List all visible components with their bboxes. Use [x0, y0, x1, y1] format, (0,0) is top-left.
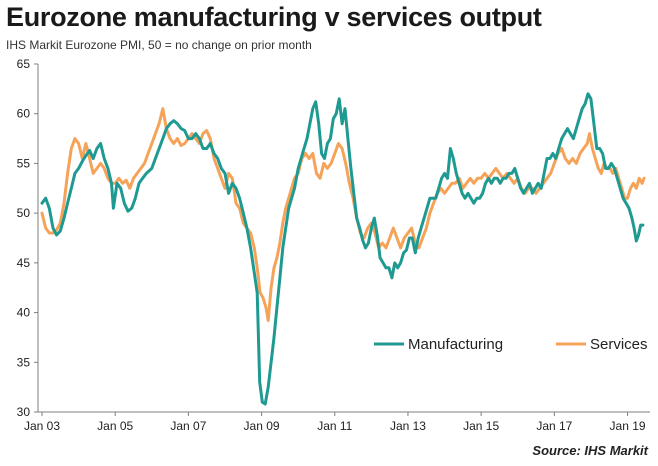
- y-tick-label: 55: [17, 156, 31, 170]
- chart-subtitle: IHS Markit Eurozone PMI, 50 = no change …: [6, 38, 312, 52]
- legend-label-services: Services: [590, 336, 648, 353]
- x-tick-label: Jan 17: [536, 419, 572, 433]
- y-tick-label: 35: [17, 355, 31, 369]
- x-tick-label: Jan 05: [97, 419, 133, 433]
- x-tick-label: Jan 15: [463, 419, 499, 433]
- y-tick-label: 60: [17, 107, 31, 121]
- x-tick-label: Jan 11: [317, 419, 352, 433]
- legend-label-manufacturing: Manufacturing: [408, 336, 503, 353]
- y-tick-label: 50: [17, 206, 31, 220]
- x-tick-label: Jan 03: [24, 419, 60, 433]
- y-tick-label: 30: [17, 405, 31, 419]
- x-tick-label: Jan 19: [610, 419, 646, 433]
- y-tick-label: 40: [17, 306, 31, 320]
- series-line-services: [40, 107, 646, 322]
- x-tick-label: Jan 09: [244, 419, 280, 433]
- series-line-manufacturing: [40, 92, 645, 406]
- series-layer: [40, 92, 646, 406]
- y-tick-label: 65: [17, 57, 31, 71]
- chart-legend: Manufacturing Services: [374, 336, 648, 353]
- x-tick-label: Jan 07: [170, 419, 206, 433]
- chart-title: Eurozone manufacturing v services output: [6, 2, 542, 32]
- source-note: Source: IHS Markit: [532, 443, 648, 458]
- x-tick-label: Jan 13: [390, 419, 426, 433]
- chart-axes: 30 35 40 45 50 55 60 65 Jan 03 Jan 05 Jan 07 Jan 09…: [17, 57, 650, 433]
- y-tick-label: 45: [17, 256, 31, 270]
